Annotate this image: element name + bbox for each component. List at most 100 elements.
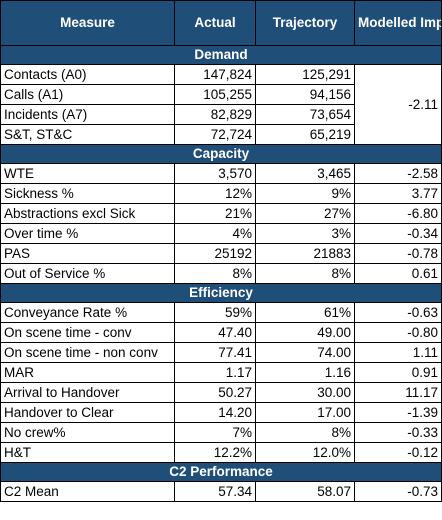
impact-cell: -0.34 <box>354 223 442 244</box>
actual-cell: 59% <box>174 302 256 323</box>
actual-cell: 82,829 <box>174 104 256 125</box>
section-title: Efficiency <box>0 283 442 303</box>
impact-cell: -0.73 <box>354 481 442 502</box>
table-row: MAR 1.17 1.16 0.91 <box>0 362 442 383</box>
actual-cell: 77.41 <box>174 342 256 363</box>
actual-cell: 57.34 <box>174 481 256 502</box>
trajectory-cell: 65,219 <box>255 124 355 145</box>
measure-cell: Conveyance Rate % <box>0 302 175 323</box>
actual-cell: 25192 <box>174 243 256 264</box>
measure-cell: No crew% <box>0 422 175 443</box>
table-row: WTE 3,570 3,465 -2.58 <box>0 163 442 184</box>
table-row: On scene time - conv 47.40 49.00 -0.80 <box>0 322 442 343</box>
table-row: Abstractions excl Sick 21% 27% -6.80 <box>0 203 442 224</box>
trajectory-cell: 3% <box>255 223 355 244</box>
table-row: Incidents (A7) 82,829 73,654 <box>0 104 442 125</box>
measure-cell: PAS <box>0 243 175 264</box>
actual-cell: 105,255 <box>174 84 256 105</box>
trajectory-cell: 61% <box>255 302 355 323</box>
header-row: Measure Actual Trajectory Modelled Impac… <box>0 0 442 46</box>
impact-cell: 0.61 <box>354 263 442 284</box>
table-row: No crew% 7% 8% -0.33 <box>0 422 442 443</box>
impact-cell: -0.33 <box>354 422 442 443</box>
actual-cell: 4% <box>174 223 256 244</box>
actual-cell: 12.2% <box>174 442 256 463</box>
table-row: On scene time - non conv 77.41 74.00 1.11 <box>0 342 442 363</box>
impact-cell: -2.58 <box>354 163 442 184</box>
trajectory-cell: 74.00 <box>255 342 355 363</box>
trajectory-cell: 125,291 <box>255 64 355 85</box>
actual-cell: 1.17 <box>174 362 256 383</box>
section-c2-performance: C2 Performance <box>0 462 442 482</box>
impact-cell: -1.39 <box>354 402 442 423</box>
measure-cell: Sickness % <box>0 183 175 204</box>
table-row: Out of Service % 8% 8% 0.61 <box>0 263 442 284</box>
trajectory-cell: 3,465 <box>255 163 355 184</box>
table-row: Over time % 4% 3% -0.34 <box>0 223 442 244</box>
measure-cell: Abstractions excl Sick <box>0 203 175 224</box>
trajectory-cell: 8% <box>255 263 355 284</box>
impact-cell: -0.80 <box>354 322 442 343</box>
impact-cell: 0.91 <box>354 362 442 383</box>
measure-cell: Contacts (A0) <box>0 64 175 85</box>
header-actual: Actual <box>174 0 256 46</box>
measure-cell: On scene time - conv <box>0 322 175 343</box>
trajectory-cell: 21883 <box>255 243 355 264</box>
header-measure: Measure <box>0 0 175 46</box>
impact-cell: -0.78 <box>354 243 442 264</box>
table-row: PAS 25192 21883 -0.78 <box>0 243 442 264</box>
measure-cell: H&T <box>0 442 175 463</box>
measure-cell: Incidents (A7) <box>0 104 175 125</box>
table-row: Contacts (A0) 147,824 125,291 -2.11 <box>0 64 442 145</box>
header-modelled-impact: Modelled Impact <box>354 0 442 46</box>
measure-cell: WTE <box>0 163 175 184</box>
trajectory-cell: 1.16 <box>255 362 355 383</box>
trajectory-cell: 49.00 <box>255 322 355 343</box>
impact-cell: -0.12 <box>354 442 442 463</box>
section-title: Capacity <box>0 144 442 164</box>
trajectory-cell: 12.0% <box>255 442 355 463</box>
actual-cell: 21% <box>174 203 256 224</box>
measure-cell: Handover to Clear <box>0 402 175 423</box>
measure-cell: S&T, ST&C <box>0 124 175 145</box>
trajectory-cell: 58.07 <box>255 481 355 502</box>
actual-cell: 147,824 <box>174 64 256 85</box>
section-efficiency: Efficiency <box>0 283 442 303</box>
table-row: Handover to Clear 14.20 17.00 -1.39 <box>0 402 442 423</box>
measure-cell: On scene time - non conv <box>0 342 175 363</box>
actual-cell: 14.20 <box>174 402 256 423</box>
section-demand: Demand <box>0 45 442 65</box>
table-row: Sickness % 12% 9% 3.77 <box>0 183 442 204</box>
section-capacity: Capacity <box>0 144 442 164</box>
trajectory-cell: 73,654 <box>255 104 355 125</box>
actual-cell: 12% <box>174 183 256 204</box>
trajectory-cell: 30.00 <box>255 382 355 403</box>
demand-impact-cell: -2.11 <box>354 64 442 145</box>
trajectory-cell: 27% <box>255 203 355 224</box>
actual-cell: 72,724 <box>174 124 256 145</box>
header-trajectory: Trajectory <box>255 0 355 46</box>
section-title: C2 Performance <box>0 462 442 482</box>
measure-cell: C2 Mean <box>0 481 175 502</box>
actual-cell: 8% <box>174 263 256 284</box>
actual-cell: 7% <box>174 422 256 443</box>
impact-cell: 3.77 <box>354 183 442 204</box>
table-row: Conveyance Rate % 59% 61% -0.63 <box>0 302 442 323</box>
actual-cell: 3,570 <box>174 163 256 184</box>
performance-table: Measure Actual Trajectory Modelled Impac… <box>0 0 442 502</box>
actual-cell: 50.27 <box>174 382 256 403</box>
section-title: Demand <box>0 45 442 65</box>
impact-cell: 1.11 <box>354 342 442 363</box>
trajectory-cell: 94,156 <box>255 84 355 105</box>
table-row: H&T 12.2% 12.0% -0.12 <box>0 442 442 463</box>
impact-cell: -6.80 <box>354 203 442 224</box>
measure-cell: Arrival to Handover <box>0 382 175 403</box>
measure-cell: Calls (A1) <box>0 84 175 105</box>
trajectory-cell: 17.00 <box>255 402 355 423</box>
table-row: Arrival to Handover 50.27 30.00 11.17 <box>0 382 442 403</box>
table-row: C2 Mean 57.34 58.07 -0.73 <box>0 481 442 502</box>
measure-cell: Over time % <box>0 223 175 244</box>
actual-cell: 47.40 <box>174 322 256 343</box>
measure-cell: Out of Service % <box>0 263 175 284</box>
trajectory-cell: 9% <box>255 183 355 204</box>
